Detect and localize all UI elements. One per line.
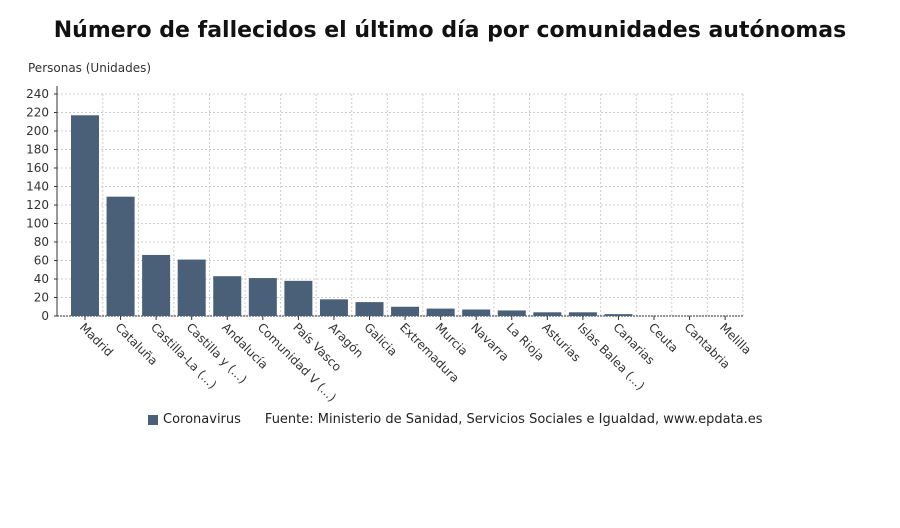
y-tick-label: 0 xyxy=(41,309,49,323)
y-tick-label: 200 xyxy=(26,124,49,138)
x-tick-label: Navarra xyxy=(468,320,512,364)
bar xyxy=(604,314,633,316)
bar xyxy=(106,196,135,316)
source-note: Fuente: Ministerio de Sanidad, Servicios… xyxy=(264,412,763,427)
bar xyxy=(319,299,348,316)
y-tick-label: 80 xyxy=(34,235,49,249)
y-tick-label: 140 xyxy=(26,180,49,194)
y-tick-label: 20 xyxy=(34,291,49,305)
bar xyxy=(213,276,242,316)
bar xyxy=(497,310,526,316)
bar xyxy=(462,309,491,316)
legend: Coronavirus Fuente: Ministerio de Sanida… xyxy=(148,412,763,427)
x-tick-label: Galicia xyxy=(361,320,400,359)
bar xyxy=(533,312,562,316)
bar xyxy=(426,308,455,316)
bar xyxy=(568,312,597,316)
x-tick-label: Islas Balea (...) xyxy=(575,320,648,393)
y-tick-label: 240 xyxy=(26,87,49,101)
bar xyxy=(248,278,277,316)
y-tick-label: 40 xyxy=(34,272,49,286)
bar xyxy=(71,115,99,317)
y-tick-label: 120 xyxy=(26,198,49,212)
y-tick-label: 100 xyxy=(26,217,49,231)
bar xyxy=(284,280,313,316)
bar xyxy=(177,259,206,316)
x-tick-label: La Rioja xyxy=(504,320,548,364)
bar xyxy=(142,254,171,316)
y-tick-label: 160 xyxy=(26,161,49,175)
chart-title: Número de fallecidos el último día por c… xyxy=(53,18,847,43)
y-tick-label: 180 xyxy=(26,143,49,157)
y-tick-label: 60 xyxy=(34,254,49,268)
bar xyxy=(391,306,420,316)
y-tick-label: 220 xyxy=(26,106,49,120)
y-axis-label: Personas (Unidades) xyxy=(28,61,152,75)
legend-label: Coronavirus xyxy=(163,412,241,427)
legend-swatch xyxy=(148,414,158,425)
bar xyxy=(355,302,384,316)
x-tick-label: Madrid xyxy=(77,320,116,359)
